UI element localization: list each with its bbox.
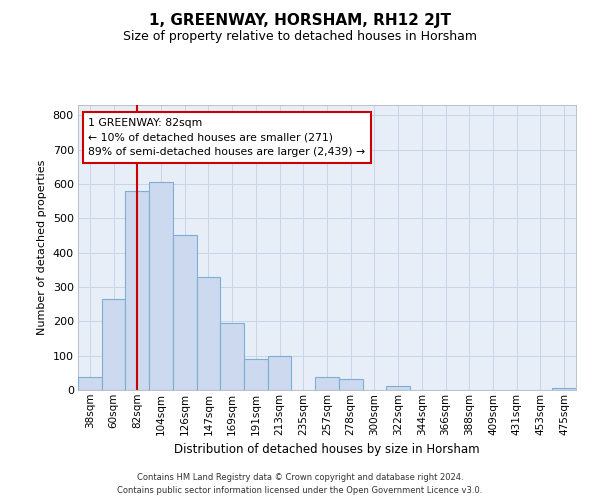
Bar bbox=[552, 388, 576, 390]
Text: 1, GREENWAY, HORSHAM, RH12 2JT: 1, GREENWAY, HORSHAM, RH12 2JT bbox=[149, 12, 451, 28]
Y-axis label: Number of detached properties: Number of detached properties bbox=[37, 160, 47, 335]
Text: Contains HM Land Registry data © Crown copyright and database right 2024.
Contai: Contains HM Land Registry data © Crown c… bbox=[118, 474, 482, 495]
Bar bbox=[268, 356, 292, 390]
Bar bbox=[386, 386, 410, 390]
Text: Size of property relative to detached houses in Horsham: Size of property relative to detached ho… bbox=[123, 30, 477, 43]
Bar bbox=[102, 299, 125, 390]
Bar bbox=[244, 359, 268, 390]
Bar bbox=[149, 182, 173, 390]
Bar bbox=[315, 377, 339, 390]
Bar bbox=[125, 191, 149, 390]
Bar bbox=[197, 276, 220, 390]
Bar bbox=[339, 379, 362, 390]
Bar bbox=[220, 323, 244, 390]
Text: Distribution of detached houses by size in Horsham: Distribution of detached houses by size … bbox=[174, 442, 480, 456]
Bar bbox=[173, 236, 197, 390]
Bar bbox=[78, 377, 102, 390]
Text: 1 GREENWAY: 82sqm
← 10% of detached houses are smaller (271)
89% of semi-detache: 1 GREENWAY: 82sqm ← 10% of detached hous… bbox=[88, 118, 365, 158]
